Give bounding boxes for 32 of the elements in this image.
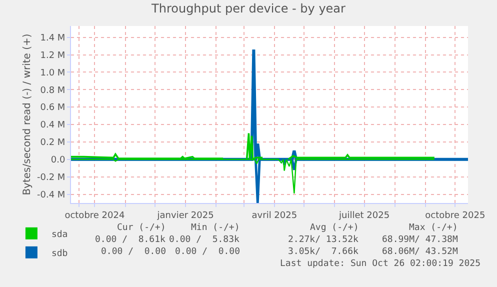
- text: 68.06M/ 43.52M: [382, 247, 458, 257]
- y-tick-label: 1.2 M: [40, 50, 66, 61]
- text: Min (-/+): [191, 223, 240, 233]
- y-tick-label: 0.6 M: [40, 103, 66, 114]
- y-tick-label: 1.4 M: [40, 33, 66, 44]
- x-tick-label: octobre 2025: [425, 210, 486, 221]
- chart-title: Throughput per device - by year: [150, 2, 346, 16]
- text: 68.99M/ 47.38M: [382, 235, 458, 245]
- y-tick-label: 0.8 M: [40, 86, 66, 96]
- x-tick-label: octobre 2024: [64, 210, 125, 221]
- text: Avg (-/+): [310, 223, 359, 233]
- x-tick-label: janvier 2025: [156, 210, 214, 221]
- y-tick-label: 0.4 M: [40, 120, 66, 131]
- y-tick-label: -0.4 M: [37, 190, 66, 200]
- text: Cur (-/+): [117, 223, 166, 233]
- text: 3.05k/ 7.66k: [288, 247, 360, 257]
- x-tick-label: juillet 2025: [338, 210, 390, 221]
- text: 0.00 / 0.00: [175, 247, 240, 257]
- legend-label: sda: [51, 230, 68, 240]
- text: 0.00 / 0.00: [101, 247, 166, 257]
- y-tick-label: 0.0: [50, 156, 66, 166]
- text: 2.27k/ 13.52k: [288, 235, 360, 245]
- y-axis-title: Bytes/second read (-) / write (+): [22, 34, 34, 196]
- legend-label: sdb: [51, 248, 68, 259]
- y-tick-label: 1.0 M: [40, 68, 66, 78]
- text: Last update: Sun Oct 26 02:00:19 2025: [280, 259, 480, 269]
- y-tick-label: -0.2 M: [37, 172, 66, 183]
- text: 0.00 / 8.61k: [95, 235, 166, 245]
- text: 0.00 / 5.83k: [169, 235, 240, 245]
- text: Max (-/+): [409, 223, 458, 233]
- x-tick-label: avril 2025: [252, 210, 298, 221]
- y-tick-label: 0.2 M: [40, 138, 66, 148]
